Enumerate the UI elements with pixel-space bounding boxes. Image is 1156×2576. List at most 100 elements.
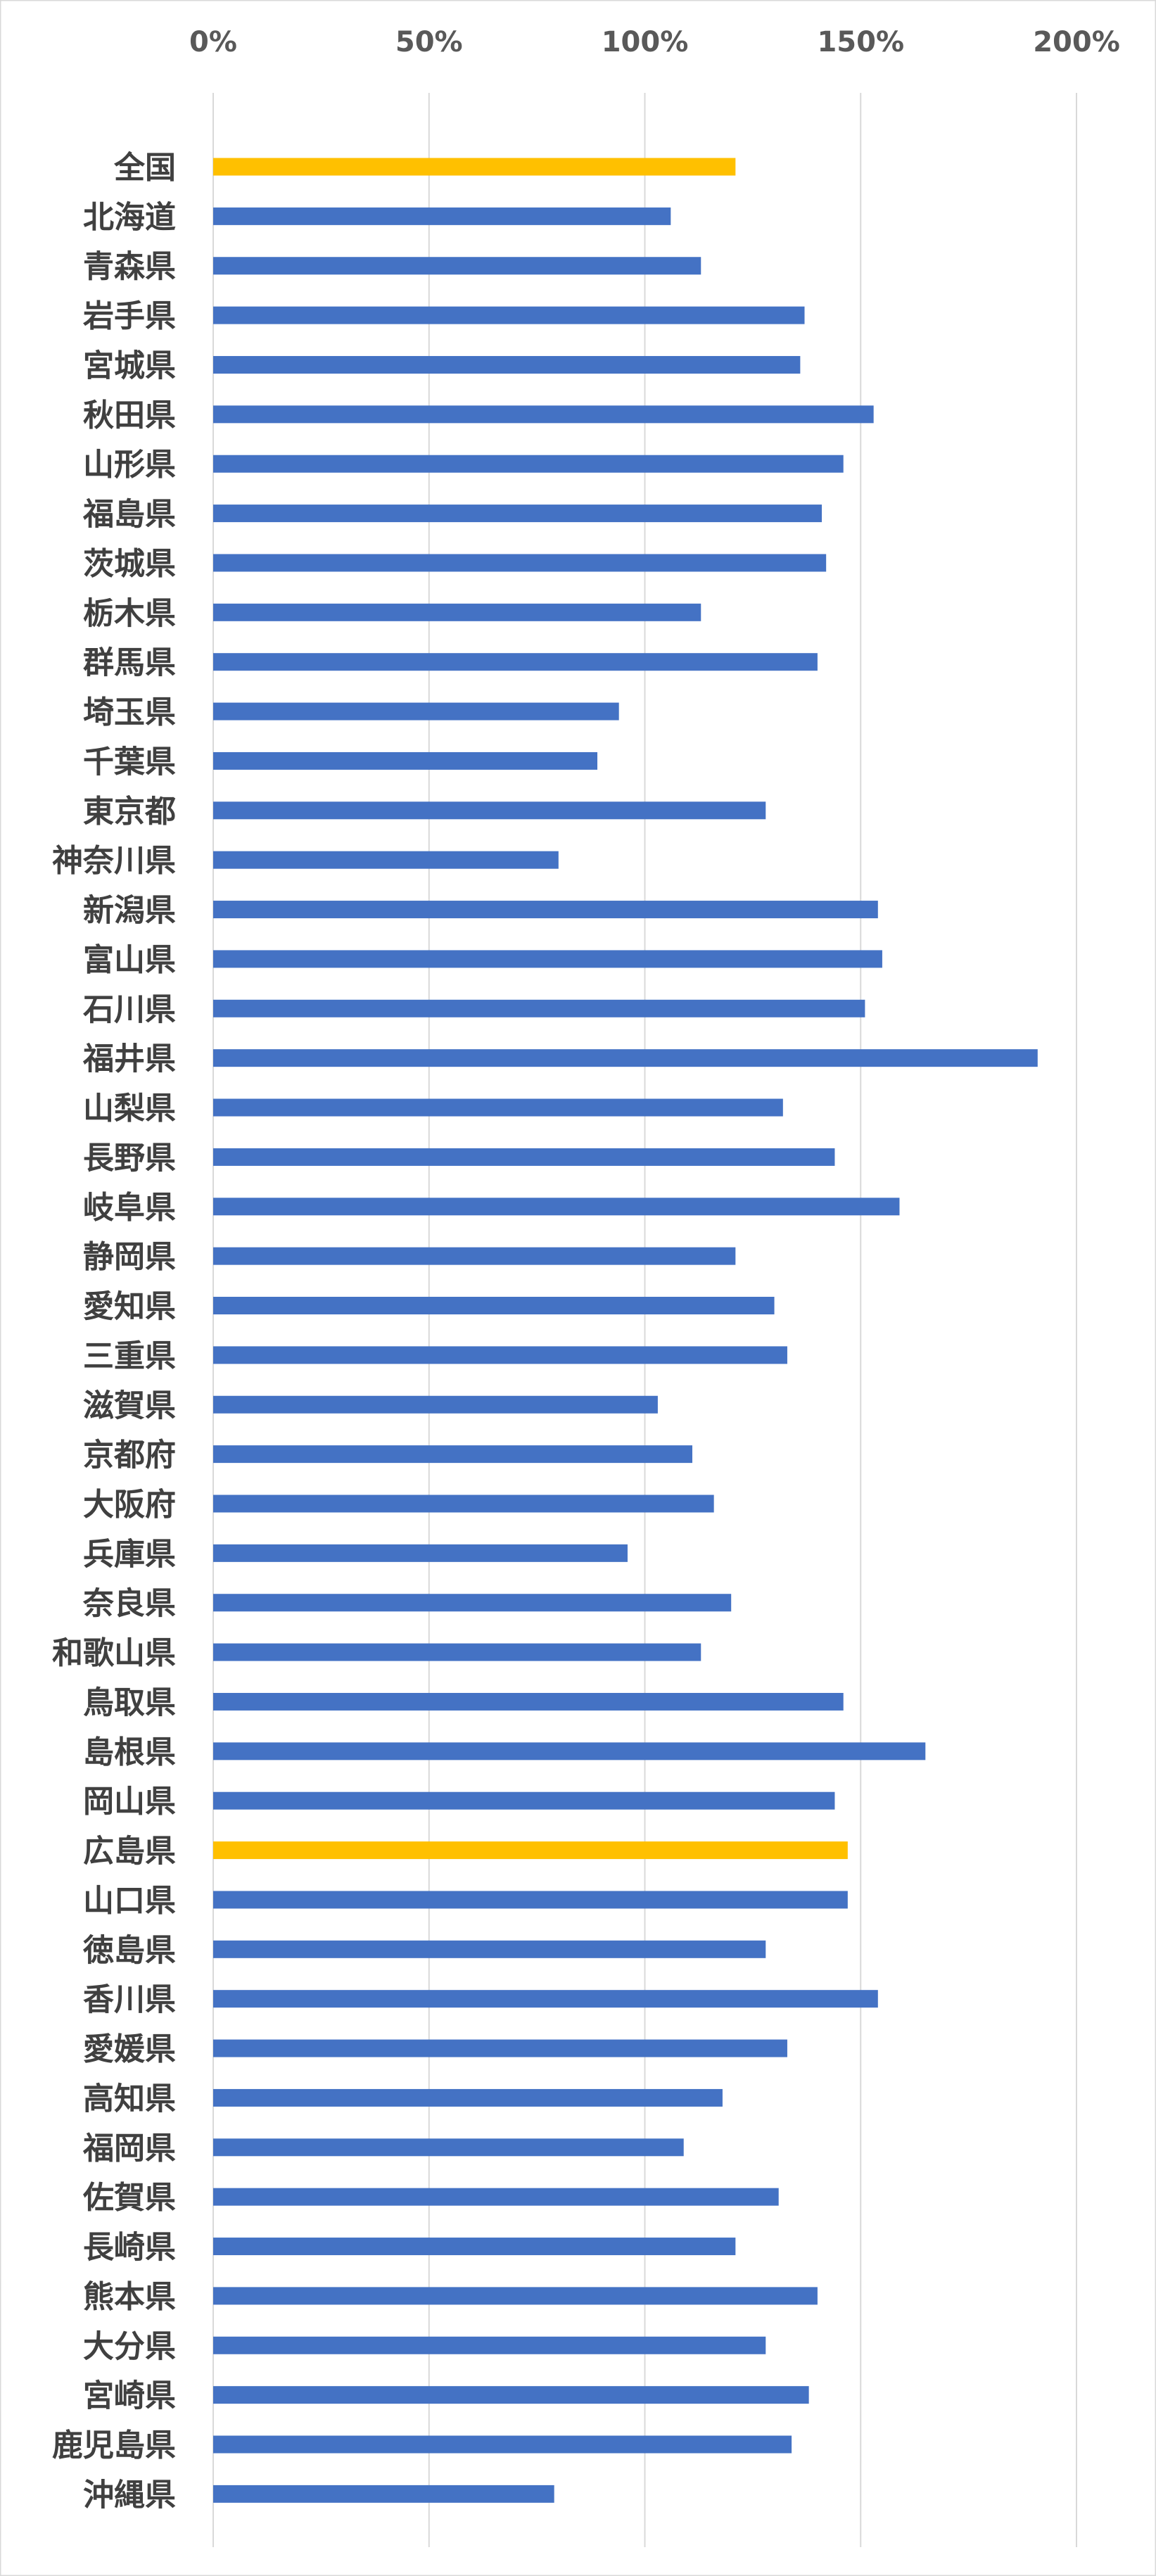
category-label: 熊本県 <box>83 2279 176 2315</box>
category-label: 山口県 <box>83 1883 176 1919</box>
category-label: 全国 <box>113 150 176 186</box>
category-label: 和歌山県 <box>52 1635 176 1671</box>
bar <box>213 2485 554 2503</box>
bar <box>213 851 559 869</box>
bar <box>213 2287 818 2305</box>
category-label: 福島県 <box>82 497 176 533</box>
x-tick-label: 200% <box>1033 26 1120 58</box>
bar <box>213 1742 926 1760</box>
bar <box>213 505 822 523</box>
category-label: 大分県 <box>83 2328 176 2364</box>
bar <box>213 901 878 919</box>
bar <box>213 2088 723 2107</box>
bar <box>213 1247 736 1265</box>
category-label: 秋田県 <box>83 398 176 433</box>
category-label: 島根県 <box>83 1734 176 1770</box>
bar <box>213 1049 1038 1067</box>
bar <box>213 1594 732 1612</box>
bar <box>213 2138 684 2157</box>
category-label: 徳島県 <box>82 1932 176 1968</box>
bar <box>213 1940 766 1958</box>
category-label: 富山県 <box>83 942 176 978</box>
category-label: 奈良県 <box>82 1586 176 1622</box>
bar <box>213 1643 701 1661</box>
category-label: 佐賀県 <box>82 2180 176 2216</box>
category-label: 埼玉県 <box>83 694 176 730</box>
category-label: 山形県 <box>83 447 176 483</box>
bar <box>213 1098 783 1117</box>
bar <box>213 1148 835 1166</box>
bar <box>213 1297 775 1315</box>
category-label: 千葉県 <box>83 744 176 780</box>
category-label: 滋賀県 <box>83 1388 176 1423</box>
category-label: 三重県 <box>83 1338 176 1374</box>
bar <box>213 1692 844 1711</box>
bar <box>213 603 701 621</box>
category-label: 沖縄県 <box>83 2477 176 2513</box>
category-label: 鹿児島県 <box>52 2428 176 2463</box>
category-label: 神奈川県 <box>52 843 176 879</box>
category-label: 高知県 <box>83 2081 176 2117</box>
bar <box>213 2386 809 2404</box>
bar <box>213 1891 848 1909</box>
bar <box>213 1198 900 1216</box>
category-label: 東京都 <box>83 794 176 830</box>
category-label: 愛媛県 <box>83 2031 176 2067</box>
category-label: 石川県 <box>83 991 176 1027</box>
category-label: 長崎県 <box>83 2230 176 2266</box>
bar <box>213 207 671 225</box>
category-label: 兵庫県 <box>83 1536 176 1572</box>
bar <box>213 355 801 374</box>
bar <box>213 1395 658 1414</box>
bar <box>213 257 701 275</box>
gridlines <box>212 93 1077 2547</box>
bars <box>213 158 1038 2503</box>
category-label: 京都府 <box>83 1438 176 1473</box>
bar <box>213 2238 736 2256</box>
bar <box>213 2336 766 2354</box>
bar <box>213 455 844 473</box>
category-label: 岐阜県 <box>83 1190 176 1226</box>
x-axis-ticks: 0% 50% 100% 150% 200% <box>189 26 1120 58</box>
category-label: 山梨県 <box>83 1091 176 1127</box>
bar <box>213 1544 628 1562</box>
bar <box>213 1346 787 1364</box>
category-label: 大阪府 <box>83 1487 176 1523</box>
x-tick-label: 100% <box>602 26 689 58</box>
category-label: 長野県 <box>83 1140 176 1176</box>
category-label: 新潟県 <box>83 893 176 929</box>
y-axis-categories: 全国北海道青森県岩手県宮城県秋田県山形県福島県茨城県栃木県群馬県埼玉県千葉県東京… <box>52 150 176 2513</box>
x-tick-label: 0% <box>189 26 237 58</box>
category-label: 宮崎県 <box>83 2378 176 2414</box>
bar <box>213 1990 878 2008</box>
bar <box>213 1495 714 1513</box>
bar <box>213 999 865 1017</box>
category-label: 岡山県 <box>83 1784 176 1820</box>
category-label: 北海道 <box>83 199 176 235</box>
category-label: 青森県 <box>83 249 176 285</box>
category-label: 愛知県 <box>83 1289 176 1325</box>
bar <box>213 950 882 968</box>
bar <box>213 2188 779 2206</box>
bar <box>213 2435 792 2454</box>
bar <box>213 1445 692 1464</box>
category-label: 香川県 <box>83 1982 176 2018</box>
category-label: 鳥取県 <box>83 1684 176 1720</box>
category-label: 岩手県 <box>83 298 176 334</box>
bar <box>213 1791 835 1810</box>
bar-highlighted <box>213 158 736 176</box>
category-label: 栃木県 <box>83 595 176 631</box>
category-label: 広島県 <box>83 1834 176 1870</box>
bar <box>213 2039 787 2057</box>
category-label: 福岡県 <box>82 2131 176 2166</box>
bar <box>213 405 874 424</box>
category-label: 福井県 <box>82 1041 176 1077</box>
x-tick-label: 50% <box>395 26 463 58</box>
bar <box>213 653 818 671</box>
bar-highlighted <box>213 1841 848 1860</box>
bar <box>213 702 619 721</box>
bar <box>213 801 766 820</box>
category-label: 群馬県 <box>83 645 176 681</box>
